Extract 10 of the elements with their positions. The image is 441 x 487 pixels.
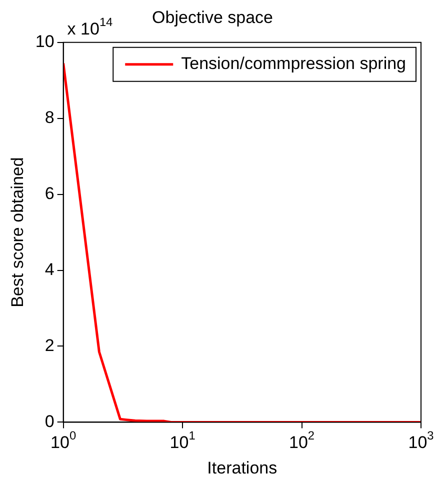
y-tick-label: 2 (44, 336, 54, 355)
y-tick-label: 8 (44, 108, 54, 128)
y-tick-label: 0 (44, 412, 54, 431)
y-tick-label: 10 (35, 32, 54, 52)
legend-label: Tension/commpression spring (181, 54, 406, 74)
y-tick-label: 4 (44, 260, 54, 279)
y-axis-title: Best score obtained (8, 157, 27, 308)
x-axis-title: Iterations (207, 458, 278, 478)
y-tick-label: 6 (44, 184, 54, 204)
chart-title: Objective space (152, 8, 273, 27)
